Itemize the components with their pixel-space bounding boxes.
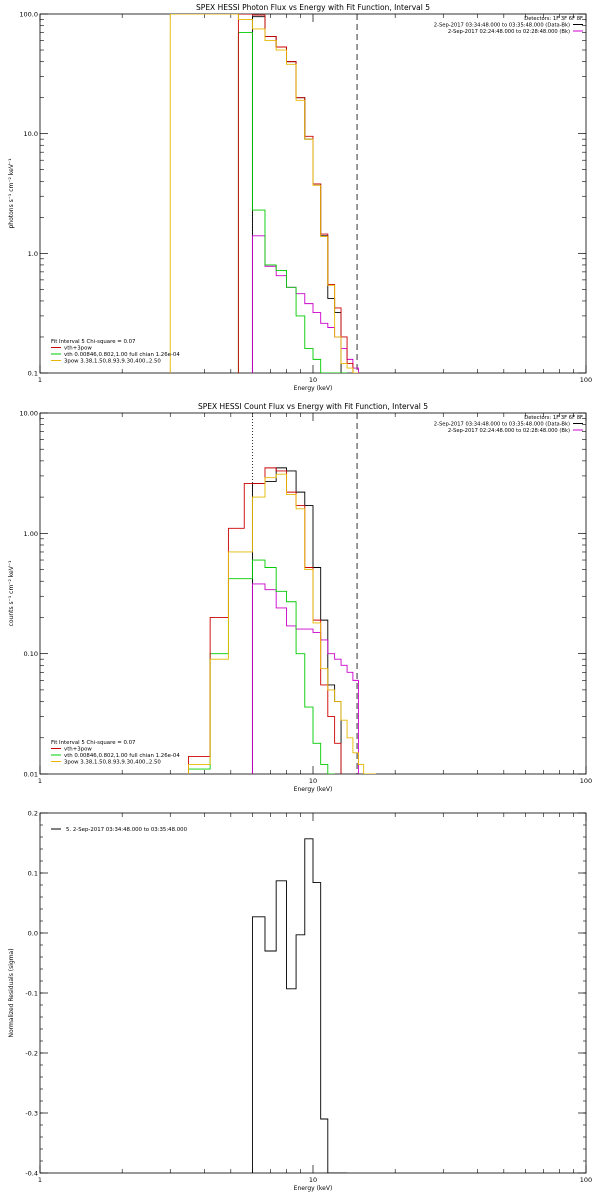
- y-tick-label: 0.1: [28, 870, 38, 878]
- spectrum-series-5: [188, 473, 376, 774]
- chart-title: SPEX HESSI Photon Flux vs Energy with Fi…: [196, 3, 430, 12]
- y-tick-label: -0.4: [25, 1170, 38, 1178]
- x-tick-label: 1: [38, 777, 42, 785]
- x-axis-label: Energy (keV): [294, 385, 333, 392]
- spectrum-series-5: [169, 14, 359, 373]
- y-tick-label: 0.0: [28, 930, 38, 938]
- x-tick-label: 100: [580, 777, 592, 785]
- y-tick-label: 0.01: [24, 771, 38, 779]
- x-tick-label: 1: [38, 1176, 42, 1184]
- y-axis-label: photons s⁻¹ cm⁻² keV⁻¹: [8, 158, 15, 229]
- x-tick-label: 10: [309, 777, 317, 785]
- chart-panel-2: SPEX HESSI Count Flux vs Energy with Fit…: [8, 402, 592, 793]
- y-axis-label: counts s⁻¹ cm⁻² keV⁻¹: [8, 560, 15, 626]
- y-tick-label: -0.2: [25, 1050, 38, 1058]
- spectrum-series-2: [251, 235, 359, 373]
- legend-detectors: Detectors: 1F 3F 6F 8F: [524, 16, 583, 22]
- legend-residual-label: 5. 2-Sep-2017 03:34:48.000 to 03:35:48.0…: [66, 827, 188, 833]
- y-tick-label: 0.10: [24, 650, 38, 658]
- legend-fit-label: vth+3pow: [64, 346, 92, 352]
- spectrum-series-4: [237, 14, 354, 373]
- y-tick-label: -0.3: [25, 1110, 38, 1118]
- y-tick-label: 100.0: [19, 11, 38, 19]
- y-tick-label: 0.2: [28, 810, 38, 818]
- y-tick-label: -0.1: [25, 990, 38, 998]
- legend-fit-label: vth 0.00846,0.802,1.00 full chian 1.26e-…: [64, 753, 180, 759]
- legend-fit-label: vth 0.00846,0.802,1.00 full chian 1.26e-…: [64, 352, 180, 358]
- y-tick-label: 1.0: [28, 250, 38, 258]
- legend-time-label: 2-Sep-2017 02:24:48.000 to 02:28:48.000 …: [448, 428, 570, 434]
- legend-fit-header: Fit Interval 5 Chi-square = 0.07: [51, 339, 135, 345]
- x-tick-label: 100: [580, 1176, 592, 1184]
- legend-fit-label: vth+3pow: [64, 747, 92, 753]
- legend-detectors: Detectors: 1F 3F 6F 8F: [524, 415, 583, 421]
- legend-time-label: 2-Sep-2017 02:24:48.000 to 02:28:48.000 …: [448, 29, 570, 35]
- legend-time-label: 2-Sep-2017 03:34:48.000 to 03:35:48.000 …: [434, 23, 570, 29]
- x-tick-label: 10: [309, 376, 317, 384]
- y-tick-label: 10.00: [19, 410, 38, 418]
- y-tick-label: 10.0: [24, 130, 38, 138]
- y-tick-label: 1.00: [24, 530, 38, 538]
- spectrum-series-1: [251, 467, 342, 774]
- x-tick-label: 100: [580, 376, 592, 384]
- spectrum-series-1: [251, 16, 342, 373]
- chart-panel-1: SPEX HESSI Photon Flux vs Energy with Fi…: [8, 3, 592, 392]
- spectrum-series-1: [251, 838, 348, 1173]
- spectrum-series-4: [188, 467, 342, 774]
- chart-panel-3: Energy (keV) Normalized Residuals (sigma)…: [8, 810, 592, 1193]
- x-tick-label: 1: [38, 376, 42, 384]
- legend-fit-label: 3pow 3.38,1.50,8.93,9.30,400.,2.50: [64, 760, 161, 766]
- y-tick-label: 0.1: [28, 370, 38, 378]
- x-axis-label: Energy (keV): [294, 786, 333, 793]
- legend-fit-label: 3pow 3.38,1.50,8.93,9.30,400.,2.50: [64, 359, 161, 365]
- x-axis-label: Energy (keV): [294, 1185, 333, 1192]
- plot-frame: [39, 13, 587, 374]
- chart-title: SPEX HESSI Count Flux vs Energy with Fit…: [198, 402, 428, 411]
- x-tick-label: 10: [309, 1176, 317, 1184]
- spectrum-series-3: [237, 32, 348, 373]
- legend-fit-header: Fit Interval 5 Chi-square = 0.07: [51, 740, 135, 746]
- legend-time-label: 2-Sep-2017 03:34:48.000 to 03:35:48.000 …: [434, 422, 570, 428]
- y-axis-label: Normalized Residuals (sigma): [8, 948, 15, 1037]
- spectrum-series-2: [251, 583, 359, 774]
